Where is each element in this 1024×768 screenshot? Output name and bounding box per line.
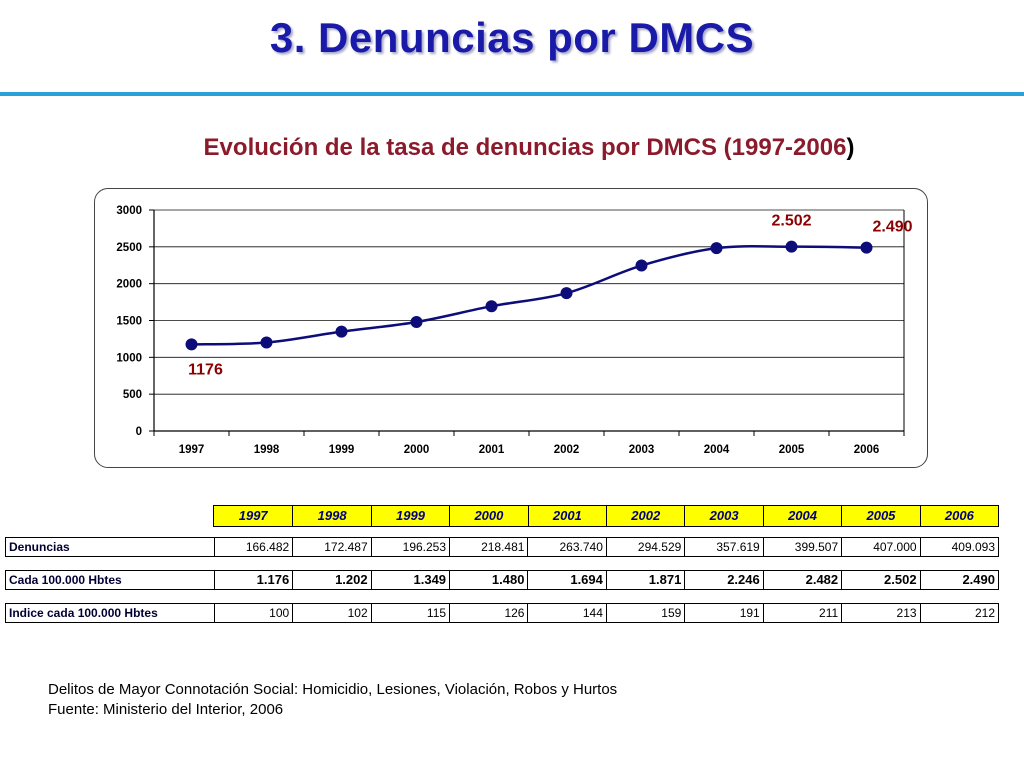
table-header-year: 2000 [449,506,527,526]
table-cell: 166.482 [213,538,292,556]
x-tick-label: 2005 [779,444,805,456]
table-cell: 2.490 [919,571,998,589]
data-point [260,336,273,349]
table-cell: 211 [762,604,841,622]
x-tick-label: 2004 [704,444,730,456]
y-tick-label: 2500 [116,242,142,254]
table-cell: 399.507 [762,538,841,556]
table-cell: 407.000 [841,538,919,556]
footnote-definition: Delitos de Mayor Connotación Social: Hom… [48,681,618,698]
table-cell: 409.093 [919,538,998,556]
table-cell: 1.480 [449,571,527,589]
table-header-years: 1997 1998 1999 2000 2001 2002 2003 2004 2005 2006 [213,505,999,527]
data-point [335,325,348,338]
data-label: 1176 [188,361,223,378]
table-cell: 213 [841,604,919,622]
table-header-year: 2001 [527,506,606,526]
table-cell: 2.482 [762,571,841,589]
series-line [191,245,867,346]
data-point [185,338,198,351]
y-tick-label: 500 [123,389,142,401]
table-row-label: Cada 100.000 Hbtes [9,573,122,587]
table-cell: 172.487 [292,538,370,556]
table-header-year: 2004 [762,506,841,526]
table-cell: 1.202 [292,571,370,589]
page-title: 3. Denuncias por DMCS [269,14,755,61]
data-point [635,259,648,272]
table-row-label: Indice cada 100.000 Hbtes [9,606,158,620]
table-cell: 263.740 [527,538,605,556]
table-header-year: 2003 [684,506,762,526]
x-tick-label: 1997 [179,444,205,456]
x-tick-label: 2000 [404,444,430,456]
table-cell: 1.176 [213,571,292,589]
table-cell: 115 [370,604,449,622]
y-tick-label: 3000 [116,205,142,217]
table-row-denuncias: Denuncias 166.482 172.487 196.253 218.481 263… [5,537,999,557]
table-cell: 357.619 [684,538,762,556]
data-point [560,287,573,300]
table-cell: 2.246 [684,571,762,589]
table-cell: 102 [292,604,370,622]
title-divider [0,92,1024,96]
x-tick-label: 2006 [854,444,880,456]
table-header-year: 2002 [606,506,684,526]
line-chart: 0 500 1000 1500 2000 2500 3000 1997 1998 1999 2000… [116,205,912,456]
table-cell: 191 [684,604,762,622]
x-tick-label: 1999 [329,444,355,456]
x-tick-label: 2002 [554,444,580,456]
table-header-year: 1998 [292,506,370,526]
table-header-year: 1997 [238,508,268,523]
table-cell: 196.253 [370,538,449,556]
footnotes: Delitos de Mayor Connotación Social: Hom… [48,680,617,720]
footnote-source: Fuente: Ministerio del Interior, 2006 [48,701,284,718]
table-row-cada-100000: Cada 100.000 Hbtes 1.176 1.202 1.349 1.480 1.… [5,570,999,590]
y-tick-label: 0 [136,426,142,438]
chart-title-text: Evolución de la tasa de denuncias por DM… [203,134,847,161]
table-cell: 2.502 [841,571,919,589]
table-cell: 126 [449,604,527,622]
table-cell: 1.694 [527,571,605,589]
table-header-year: 1999 [370,506,449,526]
y-tick-label: 2000 [116,279,142,291]
x-tick-label: 2003 [629,444,655,456]
data-label: 2.502 [771,213,811,230]
data-point [710,242,723,255]
chart-title-close-paren: ) [846,134,855,161]
data-point [860,241,873,254]
table-cell: 294.529 [605,538,684,556]
table-cell: 159 [605,604,684,622]
data-point [485,300,498,313]
x-tick-label: 1998 [254,444,280,456]
table-row-label: Denuncias [9,540,70,554]
y-tick-label: 1000 [116,352,142,364]
chart-title: Evolución de la tasa de denuncias por DM… [0,134,1024,162]
table-cell: 1.349 [370,571,449,589]
table-row-indice: Indice cada 100.000 Hbtes 100 102 115 126 144… [5,603,999,623]
table-cell: 100 [213,604,292,622]
table-header-year: 2005 [841,506,919,526]
table-cell: 1.871 [605,571,684,589]
table-cell: 144 [527,604,605,622]
table-cell: 212 [919,604,998,622]
table-header-year: 2006 [919,506,998,526]
table-cell: 218.481 [449,538,527,556]
data-point [410,315,423,328]
data-point [785,240,798,253]
chart-frame [94,188,928,468]
y-tick-label: 1500 [116,316,142,328]
data-label: 2.490 [872,219,912,236]
x-tick-label: 2001 [479,444,505,456]
